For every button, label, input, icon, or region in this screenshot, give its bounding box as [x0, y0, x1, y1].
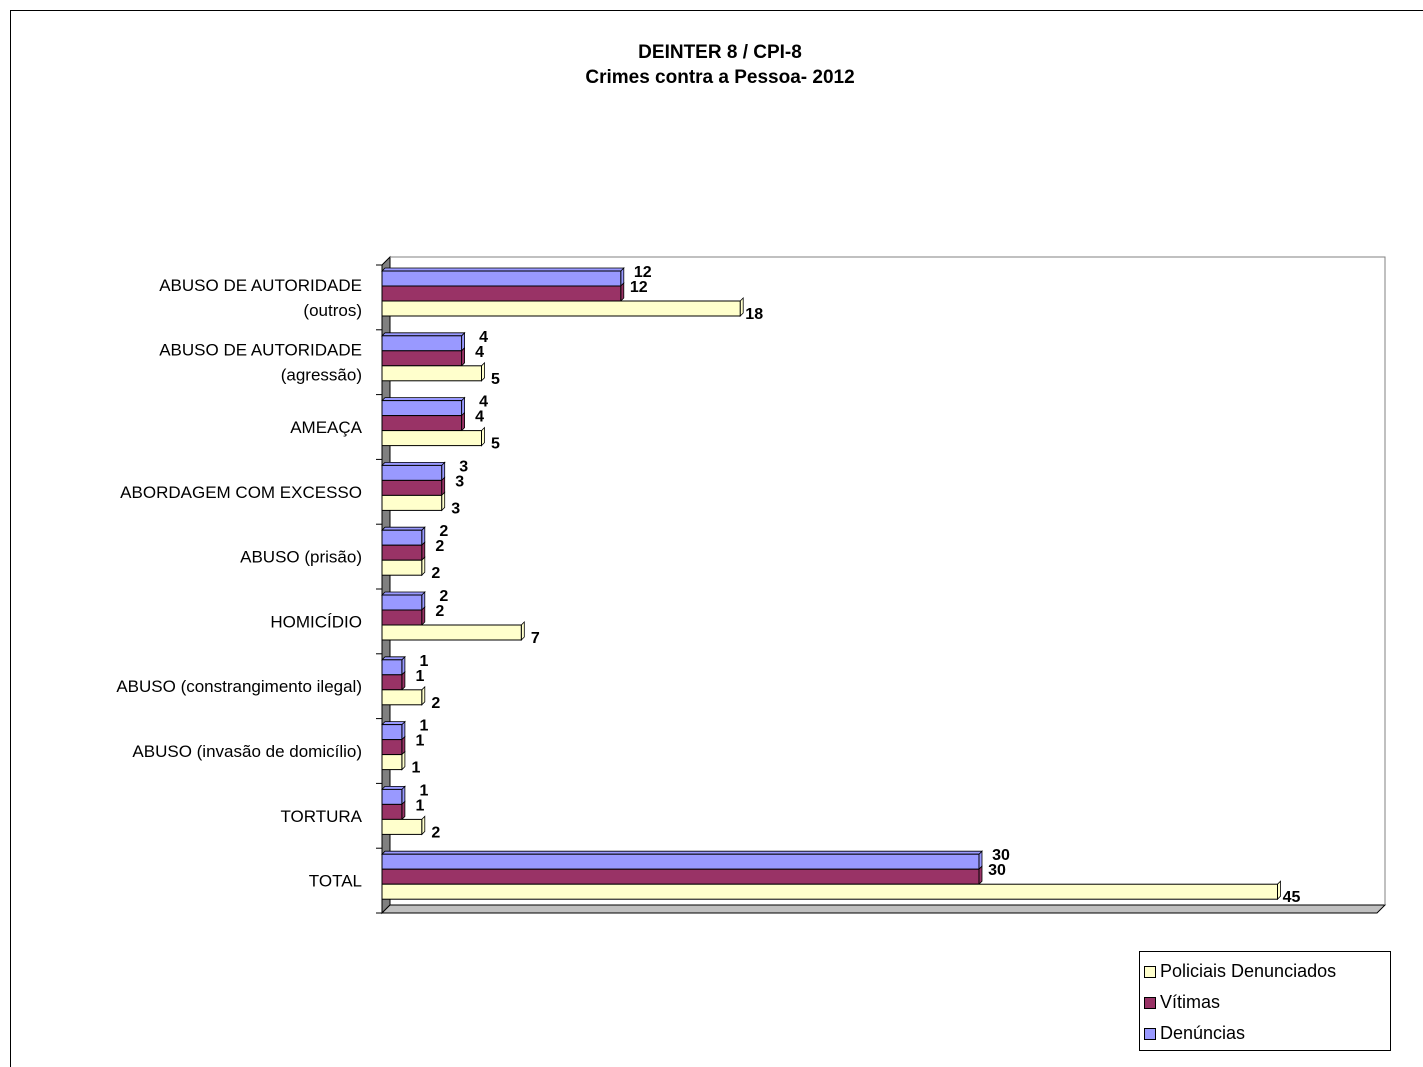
- legend-swatch-policiais: [1144, 965, 1156, 978]
- data-label: 2: [431, 824, 440, 841]
- bar-Denúncias: [381, 529, 423, 546]
- data-label: 1: [411, 760, 420, 777]
- bar-Vítimas: [381, 285, 622, 302]
- bar-Policiais Denunciados: [381, 494, 443, 511]
- bar-Denúncias: [381, 335, 463, 352]
- data-label: 2: [439, 523, 448, 540]
- bar-Policiais Denunciados: [381, 624, 522, 641]
- data-label: 1: [415, 668, 424, 685]
- y-tick-label: TORTURA: [280, 807, 362, 826]
- bar-Vítimas: [381, 415, 463, 432]
- legend-item-denuncias: Denúncias: [1140, 1018, 1390, 1049]
- data-label: 1: [415, 797, 424, 814]
- data-label: 2: [431, 695, 440, 712]
- chart-frame: [10, 10, 1423, 1067]
- bar-Vítimas: [381, 544, 423, 561]
- data-label: 30: [992, 847, 1010, 864]
- y-tick-label: (outros): [303, 301, 362, 320]
- data-label: 2: [435, 538, 444, 555]
- y-tick-label: ABUSO (constrangimento ilegal): [116, 677, 362, 696]
- data-label: 1: [415, 733, 424, 750]
- y-tick-label: ABUSO (prisão): [240, 548, 362, 567]
- bar-Vítimas: [381, 868, 980, 885]
- bar-Policiais Denunciados: [381, 559, 423, 576]
- data-label: 4: [475, 344, 484, 361]
- bar-Denúncias: [381, 788, 403, 805]
- y-tick-label: TOTAL: [309, 872, 362, 891]
- data-label: 4: [475, 409, 484, 426]
- bar-Vítimas: [381, 609, 423, 626]
- bar-Policiais Denunciados: [381, 300, 741, 317]
- y-tick-label: ABUSO (invasão de domicílio): [132, 742, 362, 761]
- bar-Denúncias: [381, 659, 403, 676]
- y-tick-label: (agressão): [281, 366, 362, 385]
- legend-item-policiais: Policiais Denunciados: [1140, 956, 1390, 987]
- bar-Vítimas: [381, 350, 463, 367]
- data-label: 2: [435, 603, 444, 620]
- data-label: 12: [634, 264, 652, 281]
- data-label: 4: [479, 394, 488, 411]
- bar-Vítimas: [381, 674, 403, 691]
- y-tick-label: ABORDAGEM COM EXCESSO: [120, 483, 362, 502]
- legend-label-policiais: Policiais Denunciados: [1160, 961, 1337, 981]
- bar-Policiais Denunciados: [381, 689, 423, 706]
- legend: Policiais Denunciados Vítimas Denúncias: [1139, 951, 1391, 1051]
- plot-area-border: [390, 256, 1386, 905]
- data-label: 3: [451, 500, 460, 517]
- bar-Denúncias: [381, 464, 443, 481]
- data-label: 2: [431, 565, 440, 582]
- bar-Policiais Denunciados: [381, 430, 482, 447]
- y-tick-label: AMEAÇA: [290, 418, 362, 437]
- data-label: 2: [439, 588, 448, 605]
- data-label: 3: [455, 473, 464, 490]
- data-label: 5: [491, 436, 500, 453]
- bar-Denúncias: [381, 594, 423, 611]
- data-label: 7: [531, 630, 540, 647]
- y-tick-label: ABUSO DE AUTORIDADE: [159, 341, 362, 360]
- bar-Denúncias: [381, 724, 403, 741]
- data-label: 1: [419, 782, 428, 799]
- data-label: 18: [745, 306, 763, 323]
- bar-Denúncias: [381, 270, 622, 287]
- legend-swatch-denuncias: [1144, 1027, 1156, 1040]
- data-label: 4: [479, 329, 488, 346]
- data-label: 1: [419, 653, 428, 670]
- bar-Vítimas: [381, 739, 403, 756]
- bar-Vítimas: [381, 803, 403, 820]
- data-label: 30: [988, 862, 1006, 879]
- bar-Policiais Denunciados: [381, 818, 423, 835]
- legend-label-denuncias: Denúncias: [1160, 1023, 1246, 1043]
- bar-Denúncias: [381, 400, 463, 417]
- data-label: 12: [630, 279, 648, 296]
- y-tick-label: ABUSO DE AUTORIDADE: [159, 276, 362, 295]
- bar-Policiais Denunciados: [381, 754, 403, 771]
- y-tick-label: HOMICÍDIO: [270, 612, 362, 631]
- chart-title-line-1: DEINTER 8 / CPI-8: [638, 42, 802, 63]
- legend-label-vitimas: Vítimas: [1160, 992, 1221, 1012]
- chart-title: DEINTER 8 / CPI-8 Crimes contra a Pessoa…: [0, 40, 1423, 90]
- chart-title-line-2: Crimes contra a Pessoa- 2012: [585, 67, 855, 88]
- bar-Vítimas: [381, 479, 443, 496]
- bar-Denúncias: [381, 853, 980, 870]
- legend-swatch-vitimas: [1144, 996, 1156, 1009]
- bar-Policiais Denunciados: [381, 365, 482, 382]
- data-label: 5: [491, 371, 500, 388]
- legend-item-vitimas: Vítimas: [1140, 987, 1390, 1018]
- data-label: 45: [1283, 889, 1301, 906]
- bar-Policiais Denunciados: [381, 883, 1278, 900]
- axis-floor: [380, 904, 1387, 914]
- data-label: 1: [419, 718, 428, 735]
- data-label: 3: [459, 458, 468, 475]
